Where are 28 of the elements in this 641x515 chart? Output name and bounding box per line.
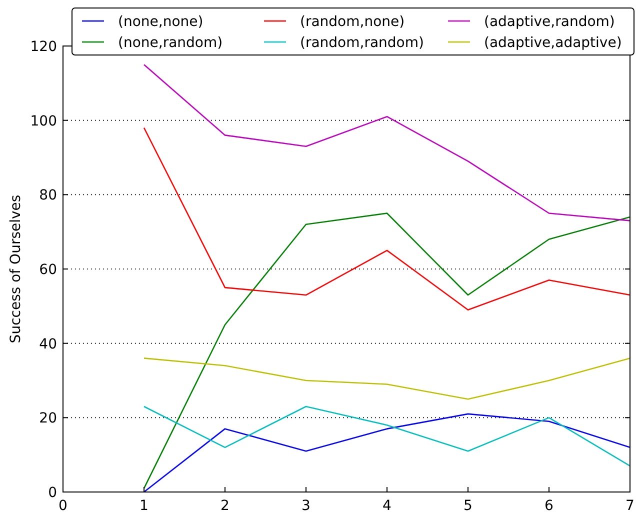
line-series [143,358,631,400]
x-tick-label: 3 [302,498,310,514]
y-tick-label: 120 [30,39,57,55]
legend-label: (none,none) [118,14,204,30]
line-series [143,127,631,311]
line-series [143,64,631,222]
line-series [143,212,631,489]
legend-label: (none,random) [118,35,223,51]
y-tick-label: 40 [39,336,57,352]
line-series [143,413,631,493]
legend-label: (random,random) [300,35,424,51]
x-tick-label: 4 [382,498,392,514]
legend-label: (adaptive,adaptive) [484,35,622,51]
y-tick-label: 100 [30,113,57,130]
line-series [143,406,631,467]
y-tick-label: 0 [48,485,57,501]
x-tick-label: 0 [58,498,68,514]
x-tick-label: 5 [464,498,472,514]
y-tick-label: 60 [39,262,57,278]
y-tick-label: 20 [39,410,57,427]
x-tick-label: 7 [626,498,634,514]
x-tick-label: 2 [220,498,230,514]
x-tick-label: 6 [544,498,554,514]
legend-label: (adaptive,random) [484,14,615,30]
x-tick-label: 1 [140,498,148,514]
legend-label: (random,none) [300,14,405,30]
y-axis-title: Success of Ourselves [8,194,24,344]
y-tick-label: 80 [39,188,57,204]
